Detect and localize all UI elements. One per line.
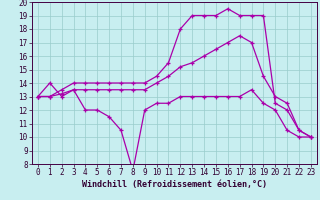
X-axis label: Windchill (Refroidissement éolien,°C): Windchill (Refroidissement éolien,°C): [82, 180, 267, 189]
